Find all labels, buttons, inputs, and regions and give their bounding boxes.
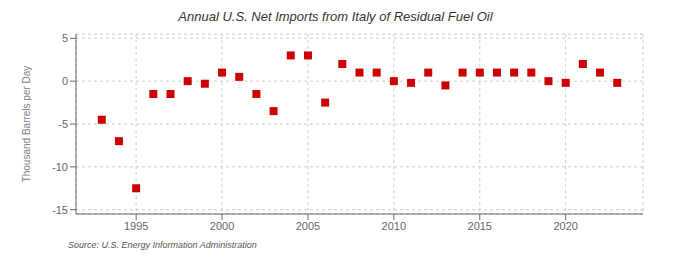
svg-text:Thousand Barrels per Day: Thousand Barrels per Day	[21, 66, 32, 183]
svg-text:2015: 2015	[468, 220, 492, 232]
svg-text:-15: -15	[52, 204, 68, 216]
svg-text:2000: 2000	[210, 220, 234, 232]
svg-text:1995: 1995	[124, 220, 148, 232]
svg-text:2020: 2020	[553, 220, 577, 232]
html-text:Source: U.S. Energy Informatio: Source: U.S. Energy Information Administ…	[68, 240, 257, 250]
svg-text:2010: 2010	[382, 220, 406, 232]
svg-text:2005: 2005	[296, 220, 320, 232]
svg-text:0: 0	[62, 75, 68, 87]
svg-text:5: 5	[62, 32, 68, 44]
html-text:Annual U.S. Net Imports from I: Annual U.S. Net Imports from Italy of Re…	[178, 9, 493, 24]
svg-text:-5: -5	[58, 118, 68, 130]
svg-text:-10: -10	[52, 161, 68, 173]
